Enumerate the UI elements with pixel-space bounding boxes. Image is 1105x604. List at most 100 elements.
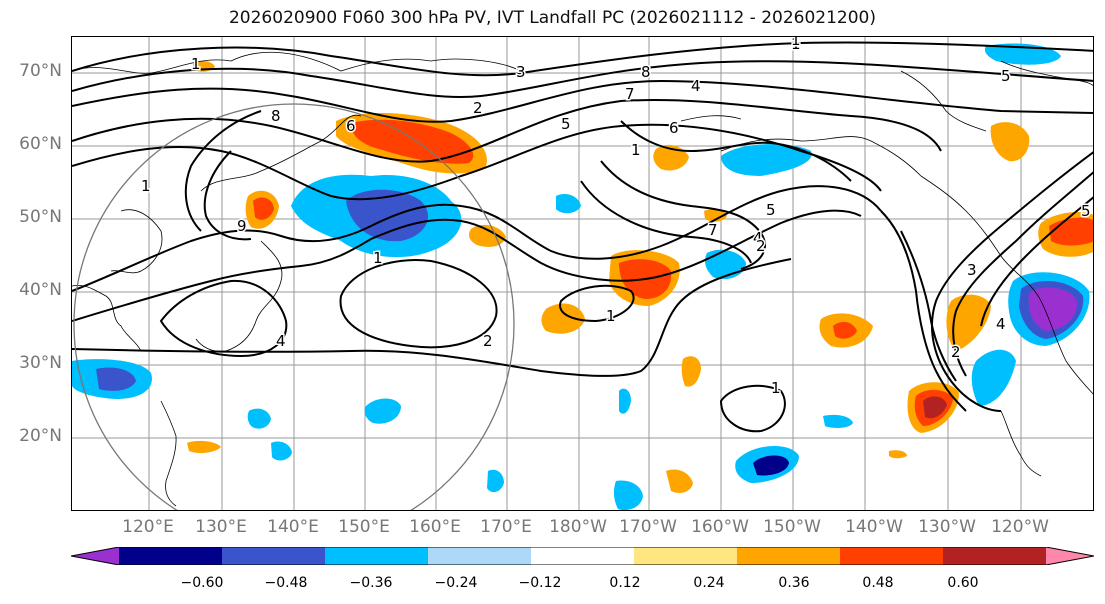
positive-anomaly-core: [253, 197, 274, 220]
contours: [72, 41, 1093, 433]
negative-anomaly-core: [1028, 287, 1078, 331]
contour-label: 5: [766, 201, 776, 219]
colorbar-segment: [634, 547, 738, 565]
negative-anomaly-region: [721, 144, 812, 176]
contour-label: 5: [1081, 202, 1091, 220]
contour-label: 9: [237, 217, 247, 235]
negative-anomaly-region: [487, 469, 504, 493]
radius-circle: [73, 103, 515, 510]
colorbar-tick: 0.12: [609, 575, 641, 591]
lon-label-120w: 120°W: [991, 517, 1049, 537]
contour-label: 1: [791, 37, 801, 53]
negative-anomaly-region: [971, 349, 1016, 406]
colorbar-segment: [119, 547, 223, 565]
positive-anomaly-region: [990, 122, 1030, 162]
contour-label: 6: [346, 117, 356, 135]
colorbar: [71, 547, 1094, 565]
colorbar-tick: −0.60: [180, 575, 224, 591]
contour-label: 5: [1001, 67, 1011, 85]
positive-anomaly-region: [469, 224, 506, 247]
lat-label-60n: 60°N: [19, 134, 62, 154]
colorbar-segment: [325, 547, 429, 565]
negative-anomaly-core: [753, 455, 789, 476]
positive-anomaly-region: [889, 450, 907, 459]
colorbar-segment: [943, 547, 1047, 565]
contour-label: 1: [141, 177, 151, 195]
figure-title: 2026020900 F060 300 hPa PV, IVT Landfall…: [228, 8, 876, 28]
colorbar-tick: 0.60: [947, 575, 979, 591]
negative-anomaly-region: [613, 480, 643, 510]
lat-label-70n: 70°N: [19, 61, 62, 81]
colorbar-extend-max: [1046, 547, 1094, 565]
negative-anomaly-region: [705, 249, 746, 280]
negative-anomaly-region: [271, 441, 292, 461]
positive-anomaly-core: [833, 321, 857, 339]
colorbar-segment: [428, 547, 532, 565]
colorbar-tick: 0.48: [862, 575, 894, 591]
lat-label-20n: 20°N: [19, 426, 62, 446]
positive-anomaly-region: [666, 469, 693, 493]
contour-label: 8: [271, 107, 281, 125]
contour-label: 6: [669, 119, 679, 137]
lon-label-150w: 150°W: [763, 517, 821, 537]
lat-label-30n: 30°N: [19, 353, 62, 373]
contour-label: 4: [996, 315, 1006, 333]
colorbar-tick: −0.48: [264, 575, 308, 591]
lon-label-130e: 130°E: [195, 517, 247, 537]
positive-anomaly-core: [351, 119, 474, 164]
lon-label-160w: 160°W: [691, 517, 749, 537]
negative-anomaly-region: [823, 414, 853, 428]
contour-label: 1: [191, 55, 201, 73]
contour-label: 7: [625, 85, 635, 103]
lon-label-170w: 170°W: [619, 517, 677, 537]
colorbar-segment: [222, 547, 326, 565]
colorbar-segment: [840, 547, 944, 565]
positive-anomaly-region: [187, 440, 221, 454]
contour-label: 4: [753, 229, 763, 247]
negative-anomaly-region: [364, 398, 401, 424]
colorbar-tick: 0.24: [693, 575, 725, 591]
colorbar-tick: −0.36: [349, 575, 393, 591]
contour-label: 1: [631, 141, 641, 159]
negative-anomaly-core: [96, 367, 136, 391]
lon-label-120e: 120°E: [122, 517, 174, 537]
contour-label: 3: [967, 261, 977, 279]
contour-label: 1: [373, 249, 383, 267]
colorbar-tick: −0.24: [434, 575, 478, 591]
contour-label: 1: [606, 307, 616, 325]
contour-label: 1: [791, 37, 801, 49]
contour-label: 4: [276, 332, 286, 350]
lon-label-170e: 170°E: [480, 517, 532, 537]
negative-anomaly-region: [556, 194, 581, 214]
colorbar-segment: [531, 547, 635, 565]
contour-label: 2: [483, 332, 493, 350]
lon-label-160e: 160°E: [409, 517, 461, 537]
lat-label-40n: 40°N: [19, 280, 62, 300]
contour-label: 1: [771, 379, 781, 397]
contour-label: 7: [708, 221, 718, 239]
lon-label-150e: 150°E: [338, 517, 390, 537]
negative-anomaly-region: [247, 408, 271, 429]
lat-label-50n: 50°N: [19, 207, 62, 227]
contour-label: 2: [756, 237, 766, 255]
lon-label-140w: 140°W: [845, 517, 903, 537]
colorbar-tick: −0.12: [518, 575, 562, 591]
colorbar-extend-min: [71, 547, 119, 565]
contour-label: 3: [516, 63, 526, 81]
colorbar-tick: 0.36: [778, 575, 810, 591]
contour-label: 2: [473, 99, 483, 117]
negative-anomaly-region: [619, 388, 631, 414]
positive-anomaly-region: [704, 208, 727, 222]
positive-anomaly-core: [923, 396, 947, 419]
contour-label: 5: [561, 115, 571, 133]
contour-label: 4: [691, 77, 701, 95]
contour-label: 8: [641, 63, 651, 81]
lon-label-180w: 180°W: [549, 517, 607, 537]
colorbar-segment: [737, 547, 841, 565]
lon-label-130w: 130°W: [918, 517, 976, 537]
lon-label-140e: 140°E: [267, 517, 319, 537]
positive-anomaly-region: [681, 356, 701, 387]
